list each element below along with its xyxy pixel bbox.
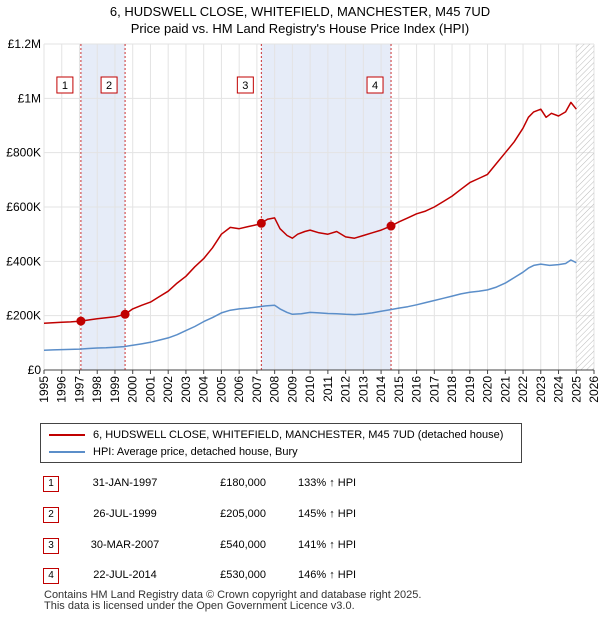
x-tick-label: 2013 <box>356 376 370 403</box>
sale-marker-box <box>236 76 254 94</box>
x-tick-label: 2016 <box>410 376 424 403</box>
x-tick-label: 1995 <box>37 376 51 403</box>
sale-number-badge: 3 <box>43 538 59 554</box>
sale-point <box>120 309 130 319</box>
x-tick-label: 2004 <box>197 376 211 403</box>
legend-swatch-hpi <box>49 451 85 454</box>
price-chart: 1 2 3 4 £0 £200K £400K £600K £800K £1M £1.2M 1995 1… <box>6 37 600 403</box>
legend-item-hpi: HPI: Average price, detached house, Bury <box>49 444 298 460</box>
legend-swatch-property <box>49 434 85 437</box>
sale-row: 1 31-JAN-1997 £180,000 133% ↑ HPI <box>40 476 440 494</box>
sale-marker-label: 3 <box>242 80 248 92</box>
sale-date: 31-JAN-1997 <box>92 477 158 489</box>
sale-point <box>76 316 86 326</box>
sale-marker-label: 2 <box>106 80 112 92</box>
legend-item-property: 6, HUDSWELL CLOSE, WHITEFIELD, MANCHESTE… <box>49 427 503 443</box>
x-tick-label: 2008 <box>268 376 282 403</box>
y-tick-label: £1.2M <box>8 37 41 51</box>
sale-number-badge: 2 <box>43 507 59 523</box>
sale-point <box>256 218 266 228</box>
x-tick-label: 1998 <box>90 376 104 403</box>
y-tick-label: £600K <box>6 200 41 214</box>
x-tick-label: 2001 <box>143 376 157 403</box>
x-tick-label: 2021 <box>498 376 512 403</box>
sale-marker-label: 4 <box>372 80 378 92</box>
x-tick-label: 2011 <box>321 376 335 402</box>
legend: 6, HUDSWELL CLOSE, WHITEFIELD, MANCHESTE… <box>40 423 522 463</box>
y-tick-label: £1M <box>18 91 41 105</box>
series-line-property <box>43 101 577 325</box>
sale-price: £205,000 <box>220 508 266 520</box>
sale-marker-box <box>366 76 384 94</box>
x-tick-label: 2005 <box>214 376 228 403</box>
x-tick-label: 2018 <box>445 376 459 403</box>
sale-row: 3 30-MAR-2007 £540,000 141% ↑ HPI <box>40 538 440 556</box>
sale-price: £540,000 <box>220 539 266 551</box>
x-tick-label: 2015 <box>392 376 406 403</box>
x-tick-label: 2017 <box>427 376 441 403</box>
chart-title-block: 6, HUDSWELL CLOSE, WHITEFIELD, MANCHESTE… <box>0 3 600 37</box>
sale-hpi-change: 141% ↑ HPI <box>298 539 357 551</box>
sale-marker-label: 1 <box>62 80 68 92</box>
x-tick-label: 2023 <box>534 376 548 403</box>
sale-price: £530,000 <box>220 569 266 581</box>
sale-number-badge: 4 <box>43 568 59 584</box>
chart-subtitle: Price paid vs. HM Land Registry's House … <box>130 21 470 36</box>
x-tick-label: 2000 <box>126 376 140 403</box>
x-tick-label: 2025 <box>569 376 583 403</box>
x-tick-label: 2019 <box>463 376 477 403</box>
y-tick-label: £800K <box>6 146 41 160</box>
y-tick-label: £400K <box>6 254 41 268</box>
sale-date: 26-JUL-1999 <box>93 508 157 520</box>
series-line-hpi <box>43 259 577 351</box>
sale-hpi-change: 146% ↑ HPI <box>298 569 357 581</box>
sale-number-badge: 1 <box>43 476 59 492</box>
footer-copyright: Contains HM Land Registry data © Crown c… <box>44 589 422 601</box>
sale-row: 4 22-JUL-2014 £530,000 146% ↑ HPI <box>40 568 440 586</box>
x-tick-label: 2012 <box>339 376 353 403</box>
x-tick-label: 2003 <box>179 376 193 403</box>
x-tick-label: 1997 <box>72 376 86 403</box>
y-tick-label: £0 <box>28 363 42 377</box>
x-tick-label: 2006 <box>232 376 246 403</box>
y-tick-label: £200K <box>6 309 41 323</box>
chart-title: 6, HUDSWELL CLOSE, WHITEFIELD, MANCHESTE… <box>109 4 491 19</box>
sale-row: 2 26-JUL-1999 £205,000 145% ↑ HPI <box>40 507 440 525</box>
x-tick-label: 2007 <box>250 376 264 403</box>
future-hatch <box>576 44 594 370</box>
sale-date: 22-JUL-2014 <box>93 569 157 581</box>
x-tick-label: 2026 <box>587 376 600 403</box>
x-tick-label: 2024 <box>552 376 566 403</box>
x-tick-label: 2014 <box>374 376 388 403</box>
x-tick-label: 2020 <box>481 376 495 403</box>
sale-price: £180,000 <box>220 477 266 489</box>
x-tick-label: 2002 <box>161 376 175 403</box>
x-tick-label: 2010 <box>303 376 317 403</box>
sale-marker-box <box>100 76 118 94</box>
footer: Contains HM Land Registry data © Crown c… <box>44 590 421 612</box>
sale-date: 30-MAR-2007 <box>90 539 160 551</box>
sale-marker-box <box>56 76 74 94</box>
x-tick-label: 1996 <box>55 376 69 403</box>
legend-label-property: 6, HUDSWELL CLOSE, WHITEFIELD, MANCHESTE… <box>93 429 504 441</box>
sale-point <box>386 221 396 231</box>
x-tick-label: 2009 <box>285 376 299 403</box>
legend-label-hpi: HPI: Average price, detached house, Bury <box>93 446 298 458</box>
sale-hpi-change: 145% ↑ HPI <box>298 508 357 520</box>
sale-hpi-change: 133% ↑ HPI <box>298 477 357 489</box>
x-tick-label: 1999 <box>108 376 122 403</box>
footer-licence: This data is licensed under the Open Gov… <box>44 600 355 612</box>
x-tick-label: 2022 <box>516 376 530 403</box>
